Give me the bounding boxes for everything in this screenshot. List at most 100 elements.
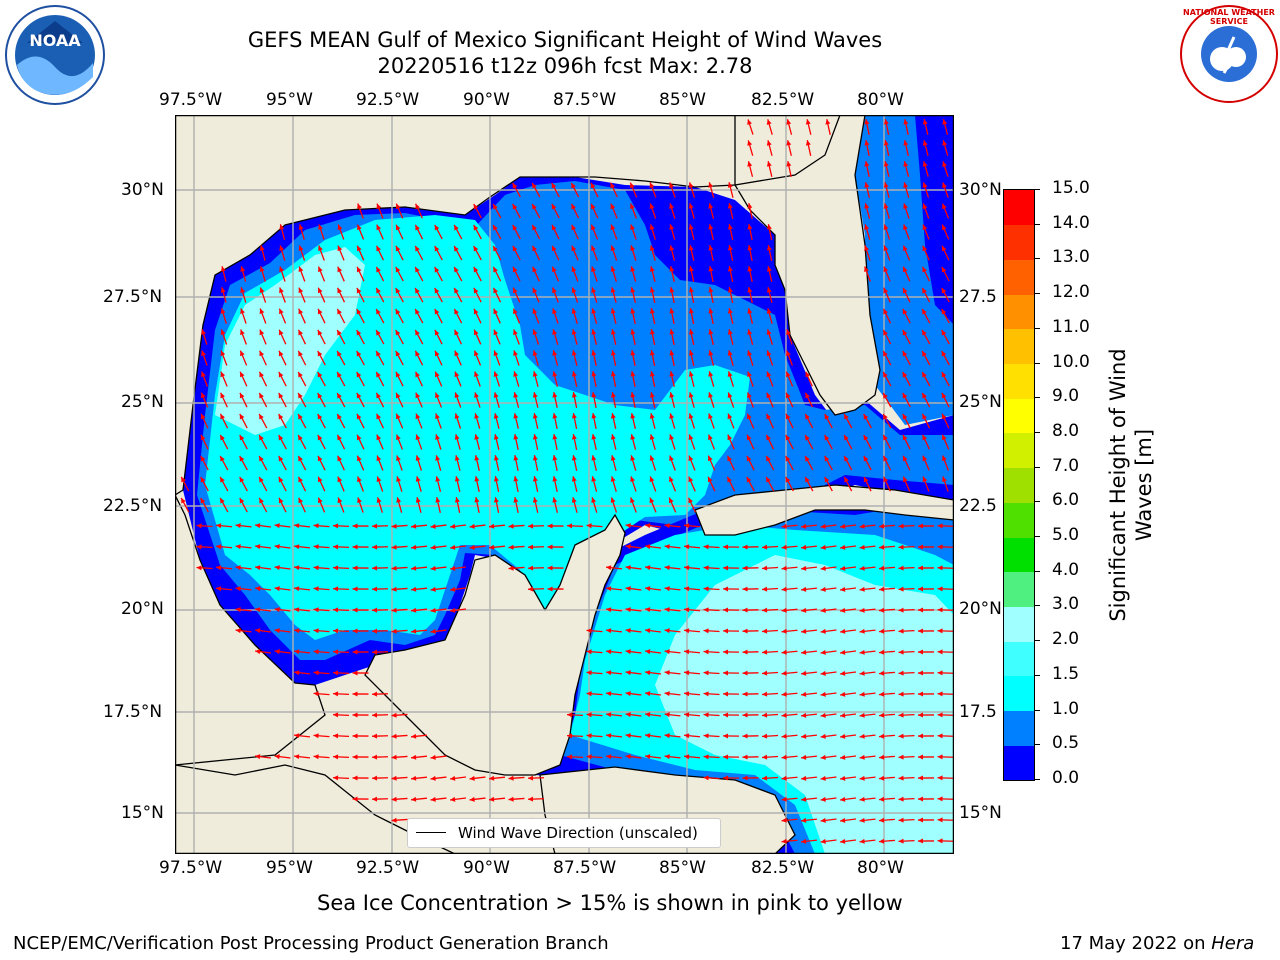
wave-direction-arrow-head <box>571 224 577 231</box>
lat-tick: 20°N <box>959 599 1002 619</box>
wave-direction-arrow-head <box>898 796 904 802</box>
wave-direction-arrow-head <box>279 245 285 251</box>
wave-direction-arrow-head <box>552 497 558 503</box>
wave-direction-arrow-head <box>294 754 300 760</box>
wave-direction-arrow-head <box>820 775 826 781</box>
wave-direction-arrow-head <box>859 796 865 802</box>
wave-direction-arrow-head <box>415 308 420 315</box>
wave-direction-arrow-head <box>785 413 791 420</box>
wave-direction-arrow-head <box>708 266 714 272</box>
wave-direction-arrow-head <box>591 434 597 440</box>
wave-direction-arrow-head <box>376 455 382 462</box>
wave-direction-arrow-head <box>898 565 904 571</box>
wave-direction-arrow-head <box>625 733 631 739</box>
wave-direction-arrow-head <box>235 523 241 529</box>
wave-direction-arrow-head <box>669 392 675 398</box>
wave-direction-arrow-head <box>883 308 888 315</box>
wave-direction-arrow-head <box>669 497 674 504</box>
wave-direction-arrow-head <box>801 544 807 550</box>
wave-direction-arrow-head <box>279 287 284 294</box>
wave-direction-arrow-head <box>532 497 538 503</box>
wave-direction-arrow-head <box>625 649 631 655</box>
wave-direction-arrow-head <box>493 371 499 377</box>
wave-direction-arrow-head <box>762 670 768 676</box>
wave-direction-arrow-head <box>430 754 436 760</box>
wave-direction-arrow-head <box>688 434 694 441</box>
wave-direction-arrow-head <box>708 329 714 335</box>
colorbar-tick-mark <box>1034 362 1040 364</box>
wave-direction-arrow-head <box>864 161 870 167</box>
wave-direction-arrow-head <box>902 287 908 294</box>
wave-direction-arrow-head <box>357 203 362 210</box>
wave-direction-arrow-head <box>879 586 885 592</box>
wave-direction-arrow-head <box>781 691 787 697</box>
wave-direction-arrow-head <box>333 565 339 571</box>
wave-direction-arrow-head <box>937 565 943 571</box>
wave-direction-arrow-head <box>762 628 768 634</box>
wave-direction-arrow-head <box>274 565 280 571</box>
wave-direction-arrow-head <box>356 308 362 315</box>
wave-direction-arrow-head <box>274 523 280 529</box>
wave-direction-arrow-head <box>820 565 826 571</box>
wave-direction-arrow-head <box>181 476 186 483</box>
wave-direction-arrow-head <box>742 691 748 697</box>
wave-direction-arrow-head <box>313 586 319 592</box>
lon-tick: 87.5°W <box>553 858 617 878</box>
wave-direction-arrow-head <box>318 497 323 504</box>
wave-direction-arrow-head <box>396 497 402 503</box>
wave-direction-arrow-head <box>372 607 378 613</box>
wave-direction-arrow-head <box>645 628 651 634</box>
colorbar-tick-label: 4.0 <box>1052 559 1080 580</box>
wave-direction-arrow-head <box>883 476 889 483</box>
wave-direction-arrow-head <box>941 413 947 420</box>
wave-direction-arrow-head <box>528 775 534 781</box>
wave-direction-arrow-head <box>376 350 381 357</box>
wave-direction-arrow-head <box>941 329 947 336</box>
wave-direction-arrow-head <box>454 392 460 399</box>
colorbar-segment <box>1004 224 1034 260</box>
wave-direction-arrow-head <box>430 544 436 550</box>
wave-direction-arrow-head <box>922 392 927 399</box>
wave-direction-arrow-head <box>922 350 927 357</box>
colorbar-tick-label: 8.0 <box>1052 420 1080 441</box>
wave-direction-arrow-head <box>434 287 440 294</box>
wave-direction-arrow-head <box>591 392 597 398</box>
wave-direction-arrow-head <box>200 434 206 441</box>
wave-direction-arrow-head <box>493 266 498 273</box>
wave-direction-arrow-head <box>840 796 846 802</box>
wave-direction-arrow-head <box>532 203 537 210</box>
wave-direction-arrow-head <box>664 691 670 697</box>
wave-direction-arrow-head <box>703 544 709 550</box>
wave-direction-arrow-head <box>395 350 401 357</box>
map-legend: Wind Wave Direction (unscaled) <box>407 818 721 848</box>
wave-direction-arrow-head <box>727 392 733 398</box>
wave-direction-arrow-head <box>630 182 635 189</box>
wave-direction-arrow-head <box>552 266 557 273</box>
wave-direction-arrow-head <box>473 266 479 273</box>
wave-direction-arrow-head <box>294 649 300 655</box>
wave-direction-arrow-head <box>240 329 245 336</box>
wave-direction-arrow-head <box>941 392 947 399</box>
wave-direction-arrow-head <box>255 544 261 550</box>
wave-direction-arrow-head <box>356 329 362 336</box>
wave-direction-arrow-head <box>684 754 690 760</box>
wave-direction-arrow-head <box>664 586 670 592</box>
wave-direction-arrow-head <box>434 245 440 252</box>
wave-direction-arrow-head <box>669 266 675 272</box>
wave-direction-arrow-head <box>941 308 947 315</box>
wave-direction-arrow-head <box>937 712 943 718</box>
wave-direction-arrow-head <box>883 371 888 378</box>
wave-direction-arrow-head <box>669 434 674 440</box>
wave-direction-arrow-head <box>727 266 733 272</box>
wave-direction-arrow-head <box>317 308 323 315</box>
wave-direction-arrow-head <box>376 224 382 231</box>
wave-direction-arrow-head <box>513 308 518 315</box>
wave-direction-arrow-head <box>512 266 518 273</box>
wave-direction-arrow-head <box>703 691 709 697</box>
wave-direction-arrow-head <box>742 649 748 655</box>
wave-direction-arrow-head <box>606 691 612 697</box>
wave-direction-arrow-head <box>493 413 499 419</box>
wave-direction-arrow-head <box>372 754 378 760</box>
cuba-land <box>694 484 954 536</box>
wave-direction-arrow-head <box>493 203 498 210</box>
